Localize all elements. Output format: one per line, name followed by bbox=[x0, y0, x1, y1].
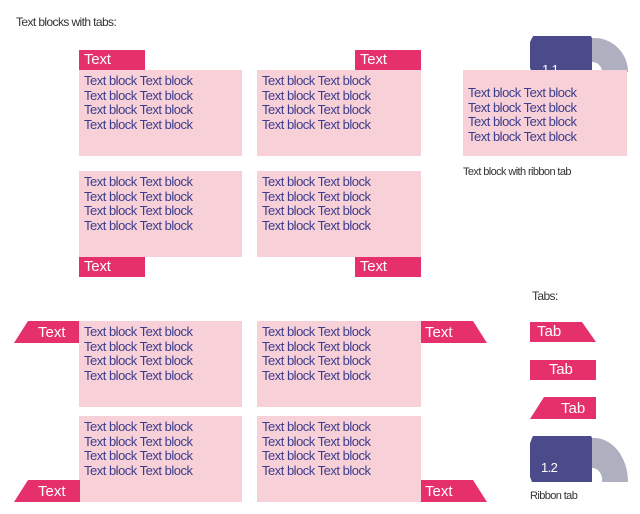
block-line: Text block Text block bbox=[262, 462, 371, 478]
tab-top-right: Text bbox=[355, 50, 421, 70]
block-line: Text block Text block bbox=[468, 114, 577, 130]
block-line: Text block Text block bbox=[84, 462, 193, 478]
text-block: Text block Text block Text block Text bl… bbox=[257, 416, 421, 502]
block-line: Text block Text block bbox=[84, 448, 193, 464]
tab-bottom-left: Text bbox=[79, 257, 145, 277]
tab-right-slant: Text bbox=[421, 321, 487, 343]
block-line: Text block Text block bbox=[262, 353, 371, 369]
block-line: Text block Text block bbox=[84, 324, 193, 339]
diagram-title: Text blocks with tabs: bbox=[16, 15, 117, 29]
block-line: Text block Text block bbox=[262, 217, 371, 233]
block-line: Text block Text block bbox=[262, 448, 371, 464]
block-line: Text block Text block bbox=[468, 128, 577, 144]
text-block: Text block Text block Text block Text bl… bbox=[79, 321, 242, 407]
tab-sample-left-slant: Tab bbox=[530, 397, 596, 419]
block-line: Text block Text block bbox=[84, 203, 193, 219]
block-line: Text block Text block bbox=[84, 87, 193, 103]
block-line: Text block Text block bbox=[262, 433, 371, 449]
tab-sample-rect: Tab bbox=[530, 360, 596, 380]
tabs-caption: Tabs: bbox=[532, 289, 558, 303]
block-line: Text block Text block bbox=[84, 367, 193, 383]
block-line: Text block Text block bbox=[84, 433, 193, 449]
block-line: Text block Text block bbox=[262, 367, 371, 383]
tab-label: Tab bbox=[537, 323, 562, 340]
ribbon-tab-sample-icon bbox=[530, 436, 629, 482]
tab-label: Text bbox=[425, 324, 453, 341]
ribbon-block-caption: Text block with ribbon tab bbox=[463, 166, 572, 178]
block-line: Text block Text block bbox=[468, 99, 577, 115]
text-block: Text block Text block Text block Text bl… bbox=[257, 321, 421, 407]
tab-label: Text bbox=[38, 483, 66, 500]
block-line: Text block Text block bbox=[262, 174, 371, 189]
text-block: Text block Text block Text block Text bl… bbox=[79, 171, 242, 257]
block-line: Text block Text block bbox=[84, 217, 193, 233]
block-line: Text block Text block bbox=[84, 419, 193, 434]
block-line: Text block Text block bbox=[84, 116, 193, 132]
ribbon-label: 1.2 bbox=[541, 460, 558, 475]
tab-sample-right-slant: Tab bbox=[530, 322, 596, 342]
block-line: Text block Text block bbox=[468, 85, 577, 100]
block-line: Text block Text block bbox=[262, 102, 371, 118]
tab-label: Tab bbox=[561, 400, 586, 417]
text-block: Text block Text block Text block Text bl… bbox=[257, 70, 421, 156]
tab-bottom-right-slant: Text bbox=[421, 480, 487, 502]
block-line: Text block Text block bbox=[262, 419, 371, 434]
block-line: Text block Text block bbox=[262, 73, 371, 88]
tab-top-left: Text bbox=[79, 50, 145, 70]
block-line: Text block Text block bbox=[84, 188, 193, 204]
text-block: Text block Text block Text block Text bl… bbox=[257, 171, 421, 257]
tab-bottom-right: Text bbox=[355, 257, 421, 277]
block-line: Text block Text block bbox=[84, 353, 193, 369]
block-line: Text block Text block bbox=[84, 102, 193, 118]
block-line: Text block Text block bbox=[84, 73, 193, 88]
block-line: Text block Text block bbox=[262, 116, 371, 132]
block-line: Text block Text block bbox=[262, 188, 371, 204]
tab-left-slant: Text bbox=[14, 321, 80, 343]
block-line: Text block Text block bbox=[262, 87, 371, 103]
ribbon-tab-caption: Ribbon tab bbox=[530, 490, 578, 502]
block-line: Text block Text block bbox=[262, 203, 371, 219]
block-line: Text block Text block bbox=[84, 338, 193, 354]
text-block-ribbon: Text block Text block Text block Text bl… bbox=[463, 70, 627, 156]
block-line: Text block Text block bbox=[262, 324, 371, 339]
block-line: Text block Text block bbox=[84, 174, 193, 189]
tab-label: Text bbox=[38, 324, 66, 341]
tab-label: Text bbox=[425, 483, 453, 500]
tab-bottom-left-slant: Text bbox=[14, 480, 80, 502]
text-block: Text block Text block Text block Text bl… bbox=[79, 416, 242, 502]
text-block: Text block Text block Text block Text bl… bbox=[79, 70, 242, 156]
block-line: Text block Text block bbox=[262, 338, 371, 354]
ribbon-tab-icon bbox=[530, 36, 629, 72]
